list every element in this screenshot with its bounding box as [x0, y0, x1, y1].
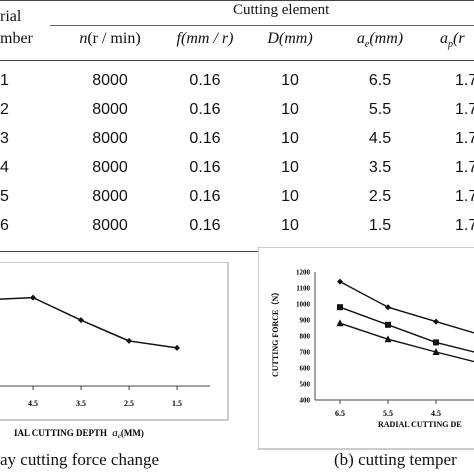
caption-b: (b) cutting temper: [334, 450, 457, 469]
table-cell-id: 2: [0, 101, 9, 118]
chart-b-series-line-2: [339, 306, 474, 353]
table-group-header: Cutting element: [233, 2, 330, 18]
table-cell-ae: 3.5: [368, 159, 392, 176]
chart-a-x-tick-label: 3.5: [76, 399, 86, 408]
table-cell-ae: 6.5: [368, 72, 392, 89]
chart-b-y-tick-label: 500: [300, 381, 311, 389]
table-cell-n: 8000: [92, 159, 128, 176]
group-header-rule: [50, 25, 474, 26]
table-cell-f: 0.16: [189, 188, 221, 205]
col-header-ap: ap(r: [440, 30, 465, 51]
chart-b-xlabel: RADIAL CUTTING DE: [378, 420, 462, 429]
table-cell-f: 0.16: [189, 159, 221, 176]
chart-b-frame: [258, 247, 474, 450]
table-cell-ae: 1.5: [368, 217, 392, 234]
chart-a-x-tick-label: 1.5: [172, 399, 182, 408]
row-header-line1: rial: [0, 8, 22, 25]
chart-b-y-tick-label: 700: [300, 349, 311, 357]
table-cell-ae: 5.5: [368, 101, 392, 118]
table-cell-f: 0.16: [189, 217, 221, 234]
table-cell-ap: 1.7: [455, 159, 474, 176]
table-cell-id: 1: [0, 72, 9, 89]
table-cell-ap: 1.7: [455, 72, 474, 89]
table-cell-ap: 1.7: [455, 188, 474, 205]
table-cell-d: 10: [281, 130, 299, 147]
chart-b-data-point: [384, 335, 392, 343]
table-cell-d: 10: [281, 217, 299, 234]
table-cell-n: 8000: [92, 217, 128, 234]
chart-b-x-tick-label: 5.5: [383, 409, 393, 418]
table-cell-n: 8000: [92, 188, 128, 205]
chart-b-x-tick-label: 4.5: [431, 409, 441, 418]
table-top-rule: [0, 0, 474, 1]
table-cell-id: 5: [0, 188, 9, 205]
table-cell-ap: 1.7: [455, 130, 474, 147]
chart-a-frame: [0, 262, 229, 421]
table-cell-id: 3: [0, 130, 9, 147]
chart-b-y-tick-label: 400: [300, 397, 311, 405]
chart-b-y-tick-label: 1100: [296, 285, 310, 293]
chart-b-y-tick-label: 1000: [296, 301, 311, 309]
table-cell-id: 4: [0, 159, 9, 176]
chart-b-y-tick-label: 800: [300, 333, 311, 341]
table-cell-n: 8000: [92, 72, 128, 89]
col-header-n: n(r / min): [79, 30, 141, 47]
table-cell-f: 0.16: [189, 101, 221, 118]
chart-a-x-tick-label: 2.5: [124, 399, 134, 408]
table-cell-f: 0.16: [189, 130, 221, 147]
chart-b-y-tick-label: 1200: [296, 269, 311, 277]
col-header-d: D(mm): [267, 30, 313, 47]
chart-b-ylabel: CUTTING FORCE（N）: [270, 288, 280, 377]
chart-b-x-tick-label: 6.5: [335, 409, 345, 418]
table-cell-d: 10: [281, 101, 299, 118]
chart-a-x-tick-label: 4.5: [28, 399, 38, 408]
table-cell-n: 8000: [92, 130, 128, 147]
chart-b-data-point: [433, 318, 439, 325]
table-cell-f: 0.16: [189, 72, 221, 89]
table-cell-d: 10: [281, 159, 299, 176]
row-header-line2: mber: [0, 30, 33, 47]
chart-b: 1200 1100 1000 900 800 700 600 500 400 6.5 5.5 4.5…: [258, 247, 474, 450]
caption-a: ay cutting force change: [0, 450, 160, 469]
table-header-rule: [0, 60, 474, 61]
chart-a-xlabel: IAL CUTTING DEPTH ae(MM): [14, 427, 144, 440]
table-cell-ae: 4.5: [368, 130, 392, 147]
chart-b-series-line-1: [339, 280, 474, 334]
chart-a-data-point: [174, 344, 180, 351]
chart-b-data-point: [337, 278, 343, 285]
table-cell-ap: 1.7: [455, 101, 474, 118]
table-cell-d: 10: [281, 188, 299, 205]
chart-a-data-point: [30, 294, 36, 301]
table-cell-ap: 1.7: [455, 217, 474, 234]
chart-a: 4.5 3.5 2.5 1.5 IAL CUTTING DEPTH ae(MM): [0, 262, 229, 440]
col-header-f: f(mm / r): [176, 30, 234, 47]
chart-b-data-point: [385, 304, 391, 311]
chart-b-y-tick-label: 600: [300, 365, 311, 373]
chart-a-data-point: [126, 337, 132, 344]
chart-b-data-point: [433, 339, 439, 346]
chart-a-data-point: [78, 317, 84, 324]
table-cell-n: 8000: [92, 101, 128, 118]
chart-b-data-point: [432, 348, 440, 355]
chart-b-series-line-3: [339, 322, 474, 363]
table-cell-d: 10: [281, 72, 299, 89]
table-bottom-rule: [0, 251, 474, 252]
col-header-ae: ae(mm): [356, 30, 404, 51]
chart-b-data-point: [336, 319, 344, 327]
chart-b-data-point: [385, 321, 391, 328]
table-cell-id: 6: [0, 217, 9, 234]
table-cell-ae: 2.5: [368, 188, 392, 205]
chart-b-data-point: [337, 304, 343, 311]
chart-b-y-tick-label: 900: [300, 317, 311, 325]
